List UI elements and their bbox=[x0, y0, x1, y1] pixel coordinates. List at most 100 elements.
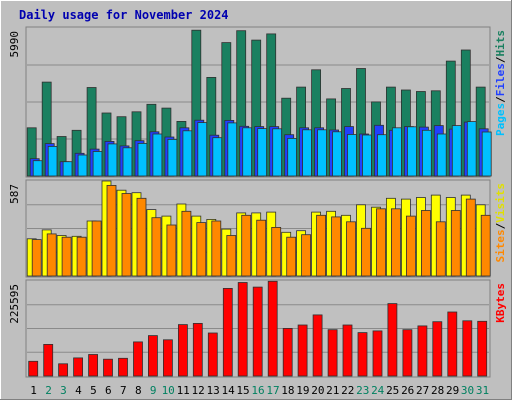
kbytes-bar-kbytes-day-8 bbox=[133, 341, 143, 377]
hits-bar-pages-day-12 bbox=[197, 122, 208, 177]
kbytes-bar-kbytes-day-5 bbox=[88, 354, 98, 377]
x-axis-label-day-1: 1 bbox=[30, 384, 37, 397]
visits-legend-sites: Sites bbox=[494, 229, 507, 262]
visits-bar-sites-day-29 bbox=[450, 210, 461, 277]
kbytes-bar-kbytes-day-24 bbox=[372, 330, 383, 377]
visits-legend-separator: / bbox=[494, 222, 507, 229]
hits-bar-pages-day-10 bbox=[167, 138, 178, 177]
x-axis-label-day-15: 15 bbox=[236, 384, 249, 397]
hits-bar-pages-day-14 bbox=[227, 122, 238, 177]
visits-bar-sites-day-14 bbox=[226, 235, 237, 277]
x-axis-label-day-23: 23 bbox=[356, 384, 369, 397]
visits-bar-sites-day-30 bbox=[465, 198, 476, 277]
visits-bar-sites-day-11 bbox=[181, 210, 192, 277]
hits-max-label: 5990 bbox=[8, 31, 21, 58]
kbytes-bar-kbytes-day-2 bbox=[43, 343, 54, 377]
x-axis-label-day-24: 24 bbox=[371, 384, 385, 397]
visits-bar-sites-day-20 bbox=[316, 214, 327, 277]
hits-side-legend: Pages/Files/Hits bbox=[494, 30, 507, 136]
visits-bar-sites-day-1 bbox=[31, 239, 42, 277]
hits-bar-pages-day-25 bbox=[391, 127, 402, 177]
x-axis-label-day-27: 27 bbox=[416, 384, 429, 397]
kbytes-bar-kbytes-day-7 bbox=[118, 357, 128, 377]
visits-bar-sites-day-7 bbox=[121, 193, 132, 277]
visits-bar-sites-day-2 bbox=[46, 233, 57, 277]
hits-legend-files: Files bbox=[494, 63, 507, 96]
kbytes-bar-kbytes-day-6 bbox=[103, 358, 113, 377]
hits-bar-pages-day-5 bbox=[92, 151, 103, 177]
visits-bar-sites-day-27 bbox=[420, 210, 431, 277]
kbytes-bar-kbytes-day-21 bbox=[327, 329, 338, 377]
hits-bar-pages-day-21 bbox=[332, 131, 343, 177]
kbytes-bar-kbytes-day-17 bbox=[267, 280, 278, 377]
kbytes-bar-kbytes-day-11 bbox=[177, 324, 188, 377]
kbytes-bar-kbytes-day-18 bbox=[282, 327, 293, 377]
kbytes-bar-kbytes-day-31 bbox=[477, 320, 488, 377]
visits-bar-sites-day-23 bbox=[361, 227, 371, 277]
x-axis-label-day-5: 5 bbox=[90, 384, 97, 397]
x-axis-label-day-9: 9 bbox=[150, 384, 157, 397]
hits-bar-pages-day-7 bbox=[122, 147, 133, 177]
visits-bar-sites-day-3 bbox=[61, 236, 72, 277]
kbytes-bar-kbytes-day-23 bbox=[357, 332, 368, 377]
panel-visits: 587 Sites/Visits bbox=[8, 179, 507, 278]
hits-bar-pages-day-11 bbox=[182, 130, 193, 177]
visits-bar-sites-day-25 bbox=[390, 208, 401, 277]
kbytes-bar-kbytes-day-28 bbox=[432, 321, 443, 377]
visits-legend-visits: Visits bbox=[494, 183, 507, 223]
hits-legend-separator: / bbox=[494, 56, 507, 63]
kbytes-bar-kbytes-day-1 bbox=[28, 360, 39, 377]
hits-bar-pages-day-8 bbox=[137, 142, 148, 177]
kbytes-bar-kbytes-day-10 bbox=[162, 339, 173, 377]
kbytes-bar-kbytes-day-3 bbox=[58, 363, 68, 377]
x-axis-label-day-4: 4 bbox=[75, 384, 82, 397]
visits-bar-sites-day-6 bbox=[106, 184, 117, 277]
hits-bar-pages-day-28 bbox=[436, 133, 447, 177]
hits-bar-pages-day-31 bbox=[481, 131, 492, 177]
x-axis-label-day-22: 22 bbox=[341, 384, 354, 397]
hits-legend-pages: Pages bbox=[494, 103, 507, 136]
kbytes-bar-kbytes-day-22 bbox=[342, 324, 353, 377]
hits-bar-pages-day-29 bbox=[451, 125, 462, 177]
panel-kbytes: 225595 KBytes bbox=[8, 279, 507, 378]
x-axis-label-day-28: 28 bbox=[431, 384, 444, 397]
visits-bar-sites-day-16 bbox=[256, 219, 267, 277]
x-axis-label-day-31: 31 bbox=[476, 384, 489, 397]
x-axis-label-day-8: 8 bbox=[135, 384, 142, 397]
hits-legend-hits: Hits bbox=[494, 30, 507, 57]
kbytes-bar-kbytes-day-19 bbox=[297, 324, 308, 377]
chart-title: Daily usage for November 2024 bbox=[19, 8, 229, 22]
hits-bar-pages-day-18 bbox=[287, 137, 298, 177]
x-axis-label-day-19: 19 bbox=[296, 384, 309, 397]
x-axis-label-day-7: 7 bbox=[120, 384, 127, 397]
x-axis-label-day-18: 18 bbox=[281, 384, 294, 397]
x-axis-label-day-29: 29 bbox=[446, 384, 459, 397]
kbytes-bar-kbytes-day-30 bbox=[462, 320, 473, 377]
kbytes-bar-kbytes-day-27 bbox=[417, 325, 428, 377]
visits-bar-sites-day-17 bbox=[271, 226, 282, 277]
hits-bar-pages-day-17 bbox=[272, 128, 283, 177]
visits-bar-sites-day-28 bbox=[435, 221, 446, 277]
kbytes-bar-kbytes-day-16 bbox=[252, 286, 263, 377]
kbytes-bar-kbytes-day-13 bbox=[207, 332, 218, 377]
visits-bar-sites-day-9 bbox=[151, 217, 162, 277]
visits-bar-sites-day-4 bbox=[76, 236, 87, 277]
hits-bar-pages-day-15 bbox=[242, 127, 253, 177]
x-axis-label-day-10: 10 bbox=[162, 384, 175, 397]
kbytes-bar-kbytes-day-12 bbox=[192, 322, 203, 377]
visits-bar-sites-day-21 bbox=[331, 216, 342, 277]
visits-bar-sites-day-18 bbox=[286, 236, 297, 277]
x-axis-label-day-17: 17 bbox=[266, 384, 279, 397]
hits-bar-pages-day-23 bbox=[362, 134, 372, 177]
visits-bar-sites-day-22 bbox=[346, 221, 356, 277]
hits-bar-pages-day-6 bbox=[107, 143, 118, 177]
x-axis-label-day-3: 3 bbox=[60, 384, 67, 397]
hits-bar-pages-day-9 bbox=[152, 133, 163, 177]
kbytes-max-label: 225595 bbox=[8, 284, 21, 324]
kbytes-bar-kbytes-day-9 bbox=[147, 335, 158, 377]
kbytes-bar-kbytes-day-26 bbox=[402, 329, 413, 377]
kbytes-side-legend: KBytes bbox=[494, 283, 507, 323]
